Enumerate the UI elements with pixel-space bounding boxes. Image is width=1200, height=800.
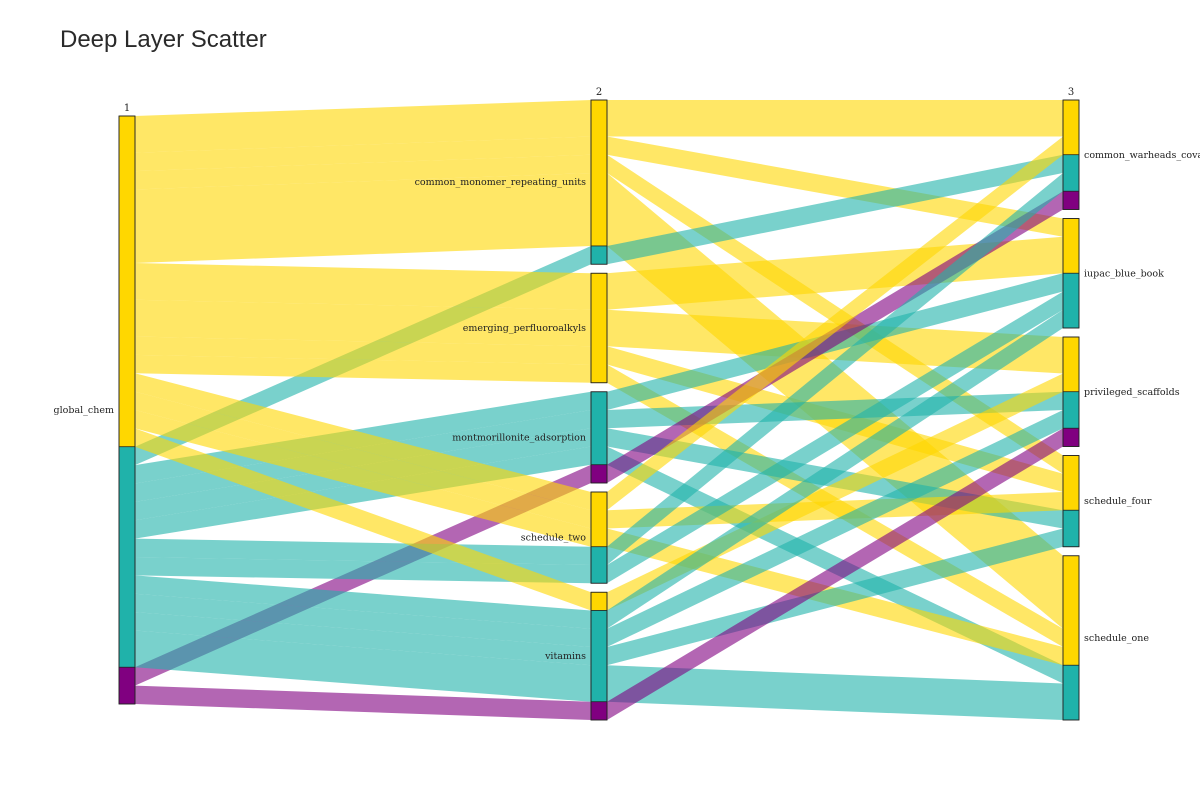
ribbon-dim2-dim3[interactable] bbox=[607, 410, 1063, 647]
category-label: montmorillonite_adsorption bbox=[452, 432, 586, 443]
ribbon-dim2-dim3[interactable] bbox=[607, 136, 1063, 511]
category-bar-segment[interactable] bbox=[1062, 427, 1080, 447]
ribbon-dim1-dim2[interactable] bbox=[135, 593, 591, 647]
category-label: schedule_four bbox=[1084, 496, 1152, 507]
category-label: vitamins bbox=[544, 651, 586, 662]
ribbon-dim2-dim3[interactable] bbox=[607, 528, 1063, 666]
ribbon-dim1-dim2[interactable] bbox=[135, 575, 591, 629]
category-label: global_chem bbox=[54, 405, 114, 416]
ribbon-dim1-dim2[interactable] bbox=[135, 263, 591, 310]
category-bar-segment[interactable] bbox=[1062, 190, 1080, 210]
category-bar-segment[interactable] bbox=[1062, 336, 1080, 393]
ribbon-dim2-dim3[interactable] bbox=[607, 291, 1063, 584]
category-label: common_warheads_covalent bbox=[1084, 150, 1200, 161]
category-bar-segment[interactable] bbox=[590, 491, 608, 548]
ribbon-dim2-dim3[interactable] bbox=[607, 173, 1063, 565]
category-bar[interactable] bbox=[1062, 555, 1080, 721]
ribbon-dim1-dim2[interactable] bbox=[135, 685, 591, 720]
category-bar[interactable] bbox=[1062, 455, 1080, 548]
category-bar[interactable] bbox=[590, 491, 608, 584]
category-bar-segment[interactable] bbox=[1062, 99, 1080, 156]
ribbon-dim2-dim3[interactable] bbox=[607, 309, 1063, 629]
category-bar-segment[interactable] bbox=[590, 591, 608, 611]
ribbons-layer bbox=[135, 100, 1063, 720]
category-bar-segment[interactable] bbox=[590, 464, 608, 484]
category-label: privileged_scaffolds bbox=[1084, 387, 1180, 398]
ribbon-dim2-dim3[interactable] bbox=[607, 665, 1063, 720]
ribbon-dim1-dim2[interactable] bbox=[135, 354, 591, 383]
category-label: emerging_perfluoroalkyls bbox=[463, 323, 586, 334]
ribbon-dim1-dim2[interactable] bbox=[135, 373, 591, 511]
ribbon-dim1-dim2[interactable] bbox=[135, 154, 591, 190]
ribbon-dim1-dim2[interactable] bbox=[135, 612, 591, 666]
category-bar[interactable] bbox=[1062, 99, 1080, 210]
category-bar-segment[interactable] bbox=[590, 245, 608, 265]
ribbon-dim1-dim2[interactable] bbox=[135, 630, 591, 702]
category-bar-segment[interactable] bbox=[1062, 664, 1080, 721]
ribbon-dim2-dim3[interactable] bbox=[607, 136, 1063, 237]
category-bar-segment[interactable] bbox=[590, 99, 608, 247]
category-bar-segment[interactable] bbox=[590, 701, 608, 721]
category-bar-segment[interactable] bbox=[590, 272, 608, 384]
category-bar[interactable] bbox=[590, 591, 608, 721]
ribbon-dim2-dim3[interactable] bbox=[607, 154, 1063, 265]
category-label: schedule_two bbox=[521, 533, 586, 544]
dimension-label: 1 bbox=[124, 103, 130, 114]
ribbon-dim1-dim2[interactable] bbox=[135, 391, 591, 529]
ribbon-dim1-dim2[interactable] bbox=[135, 299, 591, 347]
category-bar-segment[interactable] bbox=[1062, 218, 1080, 274]
ribbon-dim1-dim2[interactable] bbox=[135, 410, 591, 547]
ribbon-dim1-dim2[interactable] bbox=[135, 336, 591, 365]
category-bar-segment[interactable] bbox=[1062, 272, 1080, 329]
ribbon-dim1-dim2[interactable] bbox=[135, 428, 591, 611]
category-bar[interactable] bbox=[590, 272, 608, 384]
category-bar[interactable] bbox=[590, 99, 608, 265]
category-bar-segment[interactable] bbox=[590, 610, 608, 703]
category-bars-layer bbox=[118, 99, 1080, 721]
category-label: schedule_one bbox=[1084, 633, 1149, 644]
ribbon-dim1-dim2[interactable] bbox=[135, 173, 591, 263]
category-bar-segment[interactable] bbox=[1062, 555, 1080, 666]
chart-title: Deep Layer Scatter bbox=[60, 26, 267, 53]
category-bar[interactable] bbox=[118, 115, 136, 705]
ribbon-dim2-dim3[interactable] bbox=[607, 428, 1063, 720]
category-bar-segment[interactable] bbox=[590, 391, 608, 466]
category-bar-segment[interactable] bbox=[118, 446, 136, 668]
category-bar[interactable] bbox=[1062, 218, 1080, 329]
category-bar-segment[interactable] bbox=[590, 546, 608, 584]
dimension-label: 3 bbox=[1068, 87, 1074, 98]
category-bar[interactable] bbox=[590, 391, 608, 484]
ribbon-dim1-dim2[interactable] bbox=[135, 100, 591, 153]
ribbon-dim1-dim2[interactable] bbox=[135, 136, 591, 172]
ribbon-dim2-dim3[interactable] bbox=[607, 236, 1063, 310]
category-label: iupac_blue_book bbox=[1084, 268, 1164, 279]
category-bar-segment[interactable] bbox=[1062, 154, 1080, 192]
labels-layer: 1 global_chem 2 common_monomer_repeating_un… bbox=[54, 87, 1200, 662]
category-bar-segment[interactable] bbox=[118, 115, 136, 448]
category-label: common_monomer_repeating_units bbox=[415, 177, 587, 188]
category-bar-segment[interactable] bbox=[1062, 391, 1080, 429]
category-bar-segment[interactable] bbox=[1062, 509, 1080, 548]
category-bar[interactable] bbox=[1062, 336, 1080, 447]
ribbon-dim2-dim3[interactable] bbox=[607, 100, 1063, 137]
category-bar-segment[interactable] bbox=[1062, 455, 1080, 511]
dimension-label: 2 bbox=[596, 87, 602, 98]
category-bar-segment[interactable] bbox=[118, 666, 136, 705]
